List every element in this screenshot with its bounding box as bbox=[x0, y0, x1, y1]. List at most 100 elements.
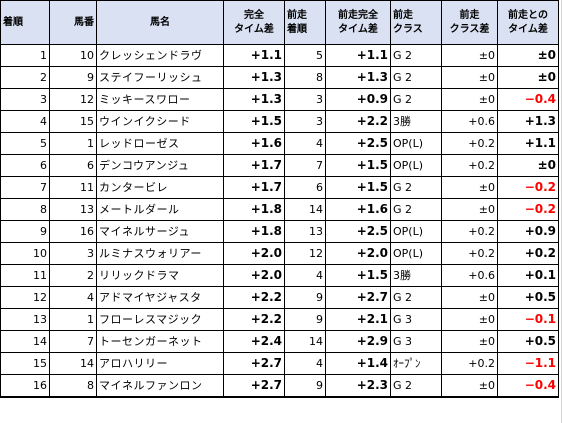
table-row: 12 4 アドマイヤジャスタ +2.2 9 +2.7 G 2 ±0 +0.5 bbox=[0, 286, 559, 309]
cell-vs-prev-diff: ±0 bbox=[497, 44, 559, 67]
header-label: 前走 bbox=[393, 9, 413, 21]
cell-prev-position: 4 bbox=[284, 264, 326, 287]
cell-finish-position: 7 bbox=[0, 176, 50, 199]
table-row: 11 2 リリックドラマ +2.0 4 +1.5 3勝 +0.6 +0.1 bbox=[0, 264, 559, 287]
cell-class-diff: ±0 bbox=[441, 88, 498, 111]
header-prev-class: 前走 クラス bbox=[390, 0, 442, 45]
cell-horse-name: ルミナスウォリアー bbox=[96, 242, 224, 265]
cell-prev-class: 3勝 bbox=[390, 110, 442, 133]
cell-time-diff: +2.0 bbox=[223, 242, 285, 265]
cell-prev-time-diff: +1.1 bbox=[325, 44, 391, 67]
cell-time-diff: +2.4 bbox=[223, 330, 285, 353]
cell-prev-position: 9 bbox=[284, 374, 326, 398]
cell-prev-position: 9 bbox=[284, 286, 326, 309]
cell-class-diff: +0.2 bbox=[441, 132, 498, 155]
table-row: 10 3 ルミナスウォリアー +2.0 12 +2.0 OP(L) +0.2 +0.2 bbox=[0, 242, 559, 265]
cell-horse-name: アドマイヤジャスタ bbox=[96, 286, 224, 309]
cell-horse-name: ウインイクシード bbox=[96, 110, 224, 133]
cell-prev-class: G 3 bbox=[390, 330, 442, 353]
cell-vs-prev-diff: −0.2 bbox=[497, 176, 559, 199]
cell-class-diff: ±0 bbox=[441, 66, 498, 89]
header-label: タイム差 bbox=[234, 23, 274, 35]
cell-vs-prev-diff: +1.3 bbox=[497, 110, 559, 133]
cell-time-diff: +1.3 bbox=[223, 88, 285, 111]
cell-horse-name: リリックドラマ bbox=[96, 264, 224, 287]
cell-class-diff: ±0 bbox=[441, 44, 498, 67]
cell-finish-position: 13 bbox=[0, 308, 50, 331]
cell-time-diff: +1.1 bbox=[223, 44, 285, 67]
cell-class-diff: +0.6 bbox=[441, 110, 498, 133]
cell-prev-position: 14 bbox=[284, 198, 326, 221]
cell-prev-position: 13 bbox=[284, 220, 326, 243]
header-label: 馬番 bbox=[74, 16, 94, 28]
cell-horse-number: 14 bbox=[49, 352, 97, 375]
cell-finish-position: 11 bbox=[0, 264, 50, 287]
header-label: クラス bbox=[393, 23, 423, 35]
cell-finish-position: 15 bbox=[0, 352, 50, 375]
cell-horse-name: クレッシェンドラヴ bbox=[96, 44, 224, 67]
header-label: 着順 bbox=[287, 23, 307, 35]
cell-horse-name: アロハリリー bbox=[96, 352, 224, 375]
cell-prev-position: 8 bbox=[284, 66, 326, 89]
cell-class-diff: ±0 bbox=[441, 308, 498, 331]
cell-prev-time-diff: +1.6 bbox=[325, 198, 391, 221]
cell-class-diff: ±0 bbox=[441, 286, 498, 309]
cell-horse-number: 16 bbox=[49, 220, 97, 243]
table-row: 7 11 カンタービレ +1.7 6 +1.5 G 2 ±0 −0.2 bbox=[0, 176, 559, 199]
cell-horse-number: 12 bbox=[49, 88, 97, 111]
cell-prev-time-diff: +1.3 bbox=[325, 66, 391, 89]
cell-prev-time-diff: +1.5 bbox=[325, 264, 391, 287]
cell-time-diff: +2.2 bbox=[223, 286, 285, 309]
header-label: 馬名 bbox=[150, 16, 170, 28]
cell-horse-name: ミッキースワロー bbox=[96, 88, 224, 111]
header-finish-position: 着順 bbox=[0, 0, 50, 45]
cell-finish-position: 9 bbox=[0, 220, 50, 243]
cell-horse-name: ステイフーリッシュ bbox=[96, 66, 224, 89]
cell-class-diff: +0.2 bbox=[441, 352, 498, 375]
cell-prev-position: 12 bbox=[284, 242, 326, 265]
cell-time-diff: +2.2 bbox=[223, 308, 285, 331]
cell-finish-position: 8 bbox=[0, 198, 50, 221]
cell-vs-prev-diff: +1.1 bbox=[497, 132, 559, 155]
cell-class-diff: ±0 bbox=[441, 330, 498, 353]
cell-horse-number: 1 bbox=[49, 132, 97, 155]
cell-prev-class: OP(L) bbox=[390, 220, 442, 243]
header-label: クラス差 bbox=[449, 23, 490, 35]
cell-time-diff: +1.8 bbox=[223, 220, 285, 243]
cell-prev-class: G 2 bbox=[390, 286, 442, 309]
header-label: 完全 bbox=[244, 9, 264, 21]
cell-prev-class: G 2 bbox=[390, 374, 442, 398]
cell-finish-position: 12 bbox=[0, 286, 50, 309]
header-label: 前走 bbox=[459, 9, 480, 21]
cell-time-diff: +2.0 bbox=[223, 264, 285, 287]
cell-horse-name: トーセンガーネット bbox=[96, 330, 224, 353]
header-label: 前走 bbox=[287, 9, 307, 21]
cell-class-diff: +0.2 bbox=[441, 220, 498, 243]
cell-class-diff: +0.6 bbox=[441, 264, 498, 287]
table-row: 15 14 アロハリリー +2.7 4 +1.4 ｵｰﾌﾟﾝ +0.2 −1.1 bbox=[0, 352, 559, 375]
cell-prev-class: G 2 bbox=[390, 66, 442, 89]
cell-prev-position: 14 bbox=[284, 330, 326, 353]
cell-time-diff: +1.6 bbox=[223, 132, 285, 155]
cell-class-diff: ±0 bbox=[441, 374, 498, 398]
cell-class-diff: ±0 bbox=[441, 198, 498, 221]
cell-vs-prev-diff: −1.1 bbox=[497, 352, 559, 375]
table-row: 13 1 フローレスマジック +2.2 9 +2.1 G 3 ±0 −0.1 bbox=[0, 308, 559, 331]
header-label: 着順 bbox=[3, 16, 23, 28]
cell-horse-name: レッドローゼス bbox=[96, 132, 224, 155]
table-row: 5 1 レッドローゼス +1.6 4 +2.5 OP(L) +0.2 +1.1 bbox=[0, 132, 559, 155]
cell-prev-class: OP(L) bbox=[390, 242, 442, 265]
cell-prev-time-diff: +2.9 bbox=[325, 330, 391, 353]
cell-time-diff: +1.7 bbox=[223, 176, 285, 199]
cell-prev-position: 3 bbox=[284, 88, 326, 111]
cell-finish-position: 16 bbox=[0, 374, 50, 398]
header-time-diff: 完全 タイム差 bbox=[223, 0, 285, 45]
header-vs-prev-diff: 前走との タイム差 bbox=[497, 0, 559, 45]
cell-prev-class: OP(L) bbox=[390, 154, 442, 177]
cell-finish-position: 4 bbox=[0, 110, 50, 133]
cell-horse-number: 7 bbox=[49, 330, 97, 353]
race-result-table: 着順 馬番 馬名 完全 タイム差 前走 着順 前走完全 タイム差 前走 クラス 前走 クラ… bbox=[0, 0, 559, 398]
cell-horse-name: フローレスマジック bbox=[96, 308, 224, 331]
cell-finish-position: 6 bbox=[0, 154, 50, 177]
table-row: 16 8 マイネルファンロン +2.7 9 +2.3 G 2 ±0 −0.4 bbox=[0, 374, 559, 398]
